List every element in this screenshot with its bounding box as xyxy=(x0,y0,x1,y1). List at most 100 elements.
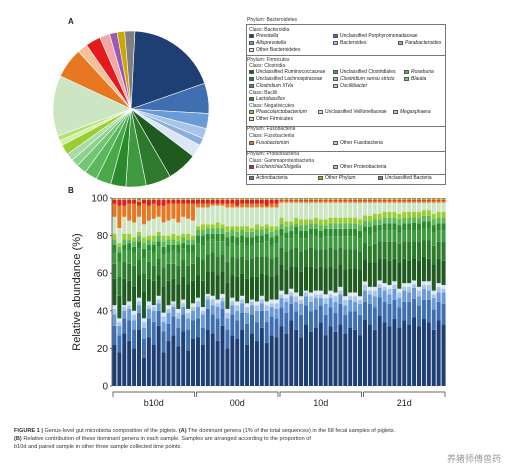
bar-segment-s2-2 xyxy=(122,310,127,319)
bar-segment-s22-15 xyxy=(220,198,225,199)
bar-segment-s39-7 xyxy=(304,238,309,250)
bar-segment-s19-6 xyxy=(205,254,210,272)
bar-segment-s32-12 xyxy=(269,203,274,208)
phylum-firmicutes: Phylum: Firmicutes xyxy=(247,57,290,63)
bar-segment-s38-5 xyxy=(299,271,304,297)
bar-segment-s12-7 xyxy=(171,250,176,264)
bar-segment-s16-5 xyxy=(191,280,196,304)
bar-segment-s7-8 xyxy=(146,245,151,251)
bar-segment-s35-7 xyxy=(284,238,289,252)
legend-swatch xyxy=(333,41,338,45)
bar-segment-s29-6 xyxy=(254,256,259,277)
bar-segment-s16-6 xyxy=(191,263,196,281)
bar-segment-s49-10 xyxy=(353,217,358,224)
bar-segment-s25-11 xyxy=(235,207,240,227)
bar-segment-s66-5 xyxy=(436,258,441,284)
bar-segment-s23-15 xyxy=(225,198,230,199)
bar-segment-s60-2 xyxy=(407,292,412,302)
y-tick-label-1: 20 xyxy=(97,344,109,355)
bar-segment-s9-5 xyxy=(156,275,161,296)
bar-segment-s30-0 xyxy=(259,327,264,386)
bar-segment-s27-14 xyxy=(245,198,250,200)
bar-segment-s48-14 xyxy=(348,198,353,200)
bar-segment-s19-7 xyxy=(205,241,210,255)
bar-segment-s48-4 xyxy=(348,292,353,297)
bar-segment-s52-5 xyxy=(367,262,372,287)
bar-segment-s12-10 xyxy=(171,233,176,240)
bar-segment-s65-14 xyxy=(431,198,436,200)
bar-segment-s4-3 xyxy=(132,314,137,321)
bar-segment-s56-1 xyxy=(387,303,392,327)
bar-segment-s57-4 xyxy=(392,281,397,285)
bar-segment-s1-10 xyxy=(117,243,122,247)
bar-segment-s29-13 xyxy=(254,199,259,204)
bar-segment-s5-6 xyxy=(137,260,142,276)
bar-segment-s49-12 xyxy=(353,200,358,203)
bar-segment-s9-4 xyxy=(156,295,161,300)
bar-segment-s14-3 xyxy=(181,303,186,308)
bar-segment-s15-0 xyxy=(186,350,191,386)
legend-item-blautia: Blautia xyxy=(404,76,426,82)
bar-segment-s59-8 xyxy=(402,223,407,231)
legend-swatch xyxy=(333,84,338,88)
bar-segment-s7-13 xyxy=(146,199,151,206)
bar-segment-s43-14 xyxy=(323,198,328,200)
bar-segment-s62-5 xyxy=(416,260,421,287)
legend-others xyxy=(246,174,446,185)
bar-segment-s35-6 xyxy=(284,251,289,271)
bar-segment-s65-6 xyxy=(431,245,436,265)
bar-segment-s66-14 xyxy=(436,198,441,200)
bar-segment-s52-11 xyxy=(367,202,372,216)
bar-segment-s25-0 xyxy=(235,339,240,386)
bar-segment-s5-3 xyxy=(137,301,142,306)
bar-segment-s52-8 xyxy=(367,227,372,235)
bar-segment-s64-8 xyxy=(426,221,431,229)
bar-segment-s50-11 xyxy=(358,202,363,220)
bar-segment-s41-5 xyxy=(313,268,318,291)
bar-segment-s48-12 xyxy=(348,200,353,203)
bar-segment-s44-13 xyxy=(328,199,333,201)
bar-segment-s28-9 xyxy=(249,231,254,238)
bar-segment-s40-0 xyxy=(308,331,313,386)
bar-segment-s45-13 xyxy=(333,199,338,201)
bar-segment-s50-10 xyxy=(358,219,363,226)
bar-segment-s4-1 xyxy=(132,329,137,349)
bar-segment-s65-12 xyxy=(431,200,436,203)
bar-segment-s7-3 xyxy=(146,305,151,309)
bar-segment-s48-3 xyxy=(348,296,353,300)
bar-segment-s65-10 xyxy=(431,213,436,220)
bar-segment-s14-15 xyxy=(181,198,186,199)
legend-swatch xyxy=(249,110,254,114)
bar-segment-s62-4 xyxy=(416,286,421,291)
bar-segment-s60-3 xyxy=(407,286,412,293)
bar-segment-s2-3 xyxy=(122,307,127,311)
bar-segment-s56-3 xyxy=(387,288,392,295)
bar-segment-s23-12 xyxy=(225,203,230,208)
bar-segment-s31-6 xyxy=(264,256,269,276)
bar-segment-s63-14 xyxy=(421,198,426,200)
bar-segment-s24-6 xyxy=(230,256,235,276)
bar-segment-s42-12 xyxy=(318,200,323,203)
bar-segment-s12-14 xyxy=(171,198,176,200)
bar-segment-s62-0 xyxy=(416,326,421,386)
bar-segment-s27-0 xyxy=(245,344,250,386)
bar-segment-s7-11 xyxy=(146,220,151,236)
bar-segment-s37-9 xyxy=(294,223,299,227)
bar-segment-s30-12 xyxy=(259,203,264,208)
bar-segment-s65-15 xyxy=(431,198,436,199)
bar-segment-s31-4 xyxy=(264,301,269,306)
bar-segment-s25-8 xyxy=(235,237,240,245)
bar-segment-s55-9 xyxy=(382,217,387,224)
bar-segment-s67-6 xyxy=(441,241,446,261)
bar-segment-s49-7 xyxy=(353,236,358,250)
bar-segment-s37-4 xyxy=(294,292,299,297)
bar-segment-s59-6 xyxy=(402,241,407,259)
bar-segment-s30-11 xyxy=(259,207,264,227)
bar-segment-s18-5 xyxy=(200,280,205,308)
bar-segment-s49-3 xyxy=(353,296,358,302)
bar-segment-s54-0 xyxy=(377,315,382,386)
bar-segment-s43-2 xyxy=(323,303,328,315)
bar-segment-s31-3 xyxy=(264,305,269,311)
bar-segment-s36-13 xyxy=(289,199,294,201)
bar-segment-s7-6 xyxy=(146,261,151,279)
